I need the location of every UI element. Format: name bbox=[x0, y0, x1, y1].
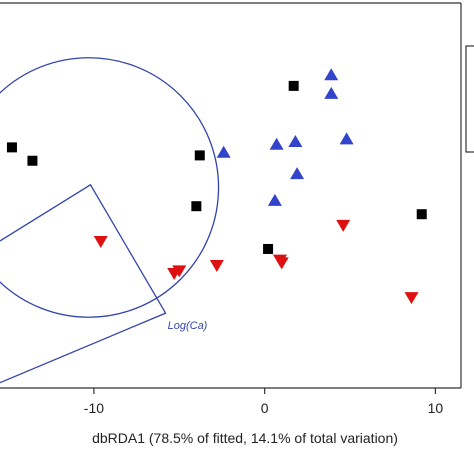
triangle-up-marker bbox=[290, 167, 305, 180]
x-tick-label: 0 bbox=[261, 400, 269, 416]
triangle-up-marker bbox=[324, 86, 339, 99]
plot-frame bbox=[0, 2, 462, 389]
vector-overlay: Log(Ca) bbox=[0, 57, 220, 384]
triangle-up-marker bbox=[288, 135, 303, 148]
plot-area: Log(Ca) bbox=[0, 57, 427, 384]
triangle-down-marker bbox=[273, 254, 288, 267]
square-marker bbox=[288, 80, 299, 91]
triangle-down-marker bbox=[172, 265, 187, 278]
x-tick-label: -10 bbox=[84, 400, 104, 416]
square-marker bbox=[416, 209, 427, 220]
square-marker bbox=[27, 155, 38, 166]
triangle-up-marker bbox=[267, 193, 282, 206]
x-tick-label: 10 bbox=[428, 400, 444, 416]
correlation-circle bbox=[0, 57, 220, 318]
triangle-down-marker bbox=[404, 292, 419, 305]
triangle-up-marker bbox=[339, 132, 354, 145]
triangle-up-marker bbox=[216, 145, 231, 158]
x-axis-ticks: -10 0 10 bbox=[84, 388, 444, 416]
square-marker bbox=[6, 142, 17, 153]
legend-box bbox=[465, 45, 474, 153]
triangle-down-marker bbox=[336, 219, 351, 232]
vector-line bbox=[0, 183, 167, 384]
x-axis-title: dbRDA1 (78.5% of fitted, 14.1% of total … bbox=[92, 430, 398, 446]
triangle-down-marker bbox=[209, 260, 224, 273]
data-points bbox=[6, 68, 427, 305]
square-marker bbox=[191, 201, 202, 212]
triangle-up-marker bbox=[324, 68, 339, 81]
triangle-down-marker bbox=[93, 235, 108, 248]
square-marker bbox=[263, 243, 274, 254]
legend-frame bbox=[465, 45, 474, 153]
triangle-up-marker bbox=[269, 137, 284, 150]
vector-label: Log(Ca) bbox=[168, 320, 208, 332]
square-marker bbox=[194, 150, 205, 161]
